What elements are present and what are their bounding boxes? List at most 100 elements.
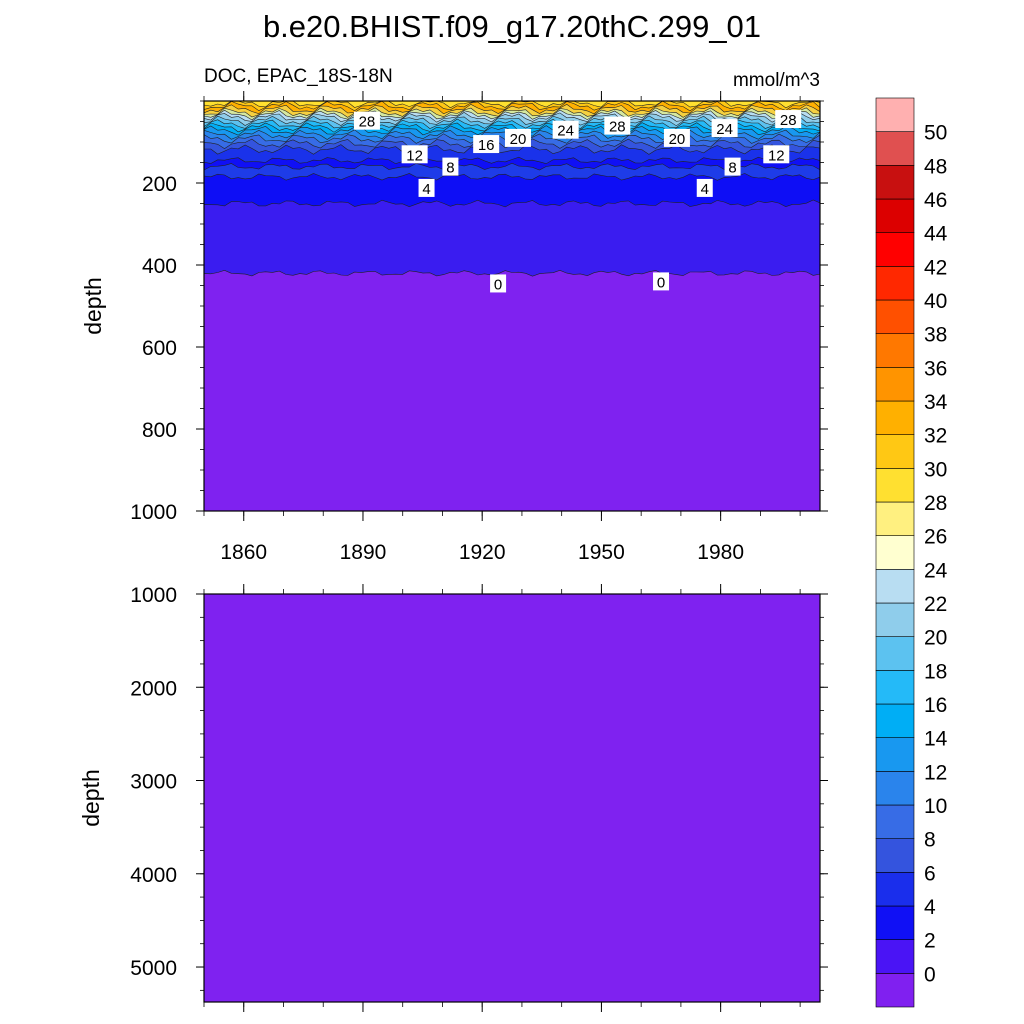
contour-label: 4 [422,181,430,198]
contour-label-box [711,119,738,138]
colorbar-label: 12 [924,761,947,784]
colorbar-swatch [875,703,915,738]
contour-label: 28 [780,112,797,129]
colorbar-swatch [875,737,915,772]
colorbar-swatch [875,198,915,233]
contour-label-box [724,157,741,176]
colorbar-swatch [875,872,915,907]
colorbar-label: 2 [924,930,936,953]
colorbar-swatch [875,232,915,267]
contour-label: 20 [669,131,686,148]
x-tick-label: 1980 [697,541,744,564]
colorbar-swatch [875,266,915,301]
colorbar-label: 46 [924,189,947,212]
units-label: mmol/m^3 [733,70,820,91]
colorbar-label: 30 [924,458,947,481]
colorbar-label: 44 [924,223,948,246]
colorbar-swatch [875,602,915,637]
contour-label: 24 [716,121,733,138]
colorbar: 0246810121416182022242628303234363840424… [875,97,948,1008]
colorbar-swatch [875,838,915,873]
contour-label: 28 [359,114,376,131]
contour-label-box [775,110,802,129]
contour-label-box [653,272,670,291]
contour-label-box [552,120,579,139]
contour-label: 4 [701,181,709,198]
colorbar-swatch [875,468,915,503]
colorbar-swatch [875,535,915,570]
colorbar-label: 6 [924,862,936,885]
colorbar-swatch [875,905,915,940]
colorbar-label: 28 [924,492,947,515]
contour-label-box [763,145,790,164]
y-tick-label: 2000 [130,677,177,700]
contour-label: 8 [728,160,736,177]
upper-y-axis-title: depth [80,277,106,335]
y-tick-label: 1000 [130,584,177,607]
lower-y-axis-title: depth [78,769,104,827]
contour-label: 28 [609,119,626,136]
colorbar-label: 20 [924,627,947,650]
contour-label: 8 [446,160,454,177]
contour-label-box [418,178,435,197]
colorbar-label: 14 [924,728,948,751]
colorbar-swatch [875,299,915,334]
contour-band [203,269,821,512]
colorbar-label: 26 [924,526,947,549]
contour-label-box [401,145,428,164]
colorbar-label: 24 [924,559,948,582]
lower-axis-ticks: 1000 2000 3000 4000 5000 [130,584,828,1012]
colorbar-swatch [875,973,915,1008]
contour-label-box [490,274,507,293]
contour-label: 0 [657,274,665,291]
colorbar-label: 0 [924,963,936,986]
colorbar-swatch [875,569,915,604]
contour-label: 24 [557,123,574,140]
colorbar-label: 8 [924,829,936,852]
colorbar-swatch [875,333,915,368]
y-tick-label: 3000 [130,771,177,794]
colorbar-label: 50 [924,122,947,145]
colorbar-label: 10 [924,795,947,818]
lower-plot-frame [203,593,821,1003]
lower-contour-fill [204,594,820,1002]
colorbar-label: 38 [924,324,947,347]
colorbar-label: 18 [924,660,947,683]
colorbar-label: 16 [924,694,947,717]
contour-label-box [442,157,459,176]
colorbar-label: 36 [924,357,947,380]
colorbar-label: 42 [924,256,947,279]
x-tick-label: 1890 [340,541,387,564]
colorbar-swatch [875,131,915,166]
contour-label-box [353,111,380,130]
colorbar-swatch [875,804,915,839]
figure-title: b.e20.BHIST.f09_g17.20thC.299_01 [263,9,761,44]
colorbar-label: 22 [924,593,947,616]
y-tick-label: 400 [142,255,177,278]
y-tick-label: 200 [142,173,177,196]
colorbar-swatch [875,367,915,402]
colorbar-label: 4 [924,896,936,919]
colorbar-label: 34 [924,391,948,414]
colorbar-swatch [875,434,915,469]
colorbar-swatch [875,636,915,671]
colorbar-swatch [875,771,915,806]
y-tick-label: 5000 [130,957,177,980]
y-tick-label: 800 [142,419,177,442]
contour-label-box [504,128,531,147]
colorbar-swatch [875,97,915,132]
contour-label-box [696,178,713,197]
colorbar-label: 32 [924,425,947,448]
contour-label-box [663,128,690,147]
variable-label: DOC, EPAC_18S-18N [204,66,393,87]
contour-label: 12 [768,147,785,164]
colorbar-swatch [875,501,915,536]
y-tick-label: 4000 [130,864,177,887]
contour-label: 12 [406,147,423,164]
colorbar-swatch [875,670,915,705]
colorbar-label: 48 [924,155,947,178]
contour-label: 20 [510,131,527,148]
